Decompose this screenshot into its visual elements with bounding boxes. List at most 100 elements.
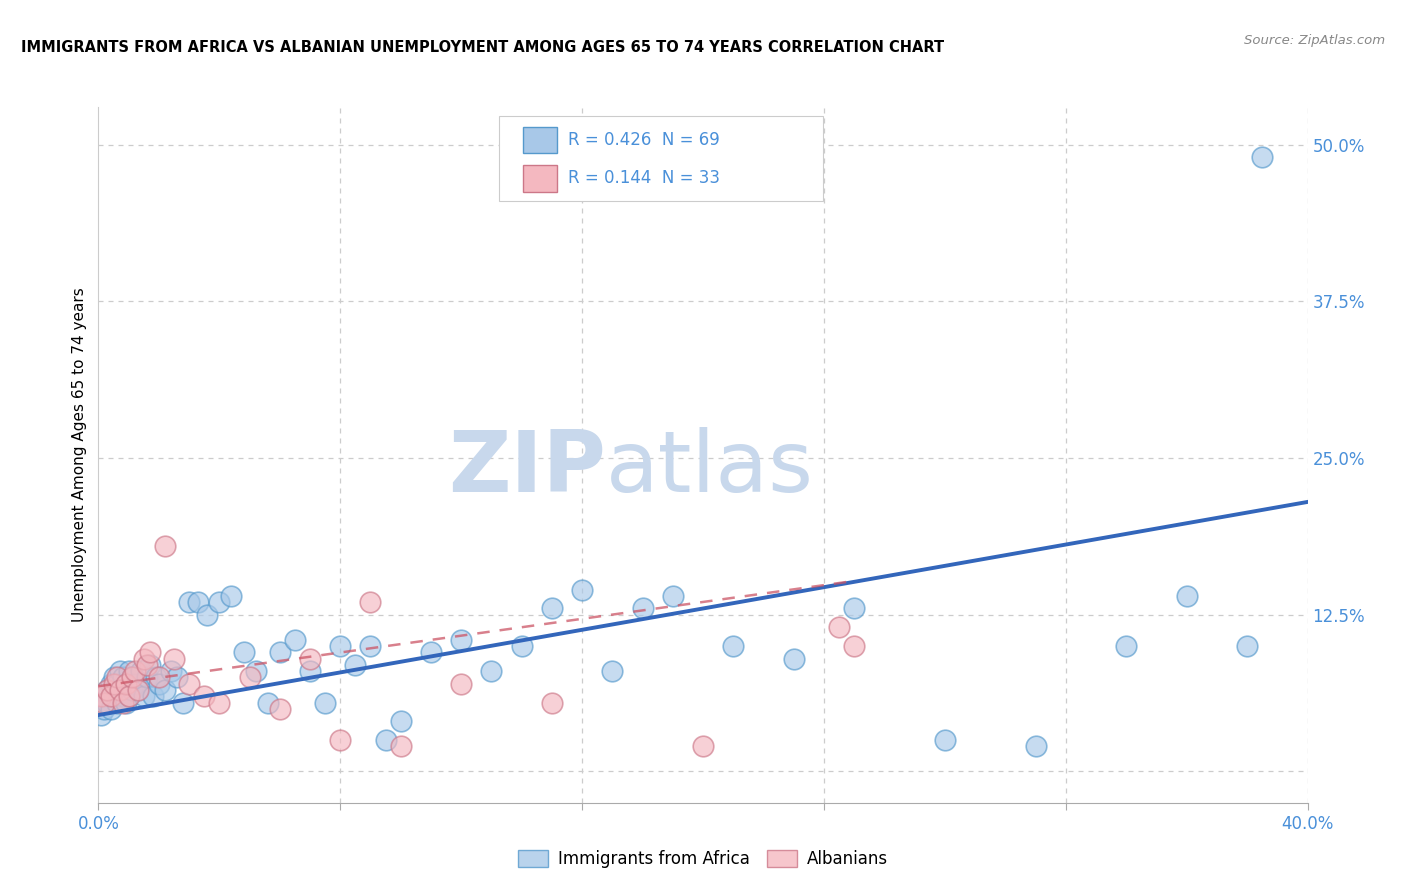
- Point: [93, 690, 115, 704]
- Point: [114, 676, 136, 690]
- Point: [299, 664, 322, 678]
- Point: [329, 733, 352, 747]
- Point: [631, 601, 654, 615]
- Point: [510, 639, 533, 653]
- Point: [723, 639, 745, 653]
- Point: [105, 676, 128, 690]
- Point: [142, 690, 165, 704]
- Point: [934, 733, 956, 747]
- Point: [389, 739, 412, 754]
- Point: [256, 696, 278, 710]
- Point: [90, 708, 112, 723]
- Point: [208, 696, 231, 710]
- Point: [571, 582, 593, 597]
- Text: atlas: atlas: [606, 427, 814, 510]
- Point: [602, 664, 624, 678]
- Point: [118, 664, 141, 678]
- Point: [269, 645, 291, 659]
- Point: [163, 651, 186, 665]
- Point: [118, 690, 141, 704]
- Point: [179, 676, 201, 690]
- Point: [108, 664, 131, 678]
- Point: [103, 690, 125, 704]
- Point: [127, 683, 149, 698]
- Point: [269, 702, 291, 716]
- Point: [124, 664, 146, 678]
- Point: [111, 690, 134, 704]
- Point: [179, 595, 201, 609]
- Point: [121, 670, 143, 684]
- Point: [93, 696, 115, 710]
- Point: [100, 702, 122, 716]
- Point: [828, 620, 851, 634]
- Point: [139, 657, 162, 672]
- Point: [299, 651, 322, 665]
- Text: Source: ZipAtlas.com: Source: ZipAtlas.com: [1244, 34, 1385, 47]
- Text: R = 0.144  N = 33: R = 0.144 N = 33: [568, 169, 720, 187]
- Point: [783, 651, 806, 665]
- Y-axis label: Unemployment Among Ages 65 to 74 years: Unemployment Among Ages 65 to 74 years: [72, 287, 87, 623]
- Point: [100, 690, 122, 704]
- Text: IMMIGRANTS FROM AFRICA VS ALBANIAN UNEMPLOYMENT AMONG AGES 65 TO 74 YEARS CORREL: IMMIGRANTS FROM AFRICA VS ALBANIAN UNEMP…: [21, 40, 945, 55]
- Point: [121, 683, 143, 698]
- Point: [195, 607, 218, 622]
- Point: [374, 733, 396, 747]
- Point: [103, 676, 125, 690]
- Point: [450, 676, 472, 690]
- Point: [100, 676, 122, 690]
- Point: [193, 690, 215, 704]
- Point: [132, 651, 155, 665]
- Point: [145, 670, 167, 684]
- Point: [166, 670, 188, 684]
- Point: [105, 670, 128, 684]
- Point: [96, 683, 118, 698]
- Text: R = 0.426  N = 69: R = 0.426 N = 69: [568, 131, 720, 149]
- Point: [148, 676, 170, 690]
- Point: [148, 670, 170, 684]
- Point: [132, 690, 155, 704]
- Point: [108, 683, 131, 698]
- Point: [96, 683, 118, 698]
- Point: [540, 601, 562, 615]
- Point: [129, 664, 152, 678]
- Point: [111, 670, 134, 684]
- Point: [127, 683, 149, 698]
- Point: [284, 632, 307, 647]
- Point: [360, 595, 382, 609]
- Point: [1115, 639, 1137, 653]
- Point: [329, 639, 352, 653]
- Point: [135, 657, 157, 672]
- Legend: Immigrants from Africa, Albanians: Immigrants from Africa, Albanians: [512, 843, 894, 874]
- Point: [1236, 639, 1258, 653]
- Point: [1251, 150, 1274, 164]
- Point: [450, 632, 472, 647]
- Point: [111, 696, 134, 710]
- Point: [153, 683, 176, 698]
- Point: [160, 664, 183, 678]
- Point: [96, 696, 118, 710]
- Point: [105, 696, 128, 710]
- Point: [1024, 739, 1046, 754]
- Point: [208, 595, 231, 609]
- Point: [314, 696, 336, 710]
- Point: [139, 645, 162, 659]
- Point: [221, 589, 243, 603]
- Point: [420, 645, 443, 659]
- Point: [135, 670, 157, 684]
- Point: [540, 696, 562, 710]
- Point: [232, 645, 254, 659]
- Point: [118, 690, 141, 704]
- Point: [90, 690, 112, 704]
- Point: [153, 539, 176, 553]
- Point: [245, 664, 267, 678]
- Point: [239, 670, 262, 684]
- Point: [114, 696, 136, 710]
- Point: [360, 639, 382, 653]
- Text: ZIP: ZIP: [449, 427, 606, 510]
- Point: [844, 601, 866, 615]
- Point: [661, 589, 683, 603]
- Point: [124, 676, 146, 690]
- Point: [344, 657, 367, 672]
- Point: [108, 683, 131, 698]
- Point: [692, 739, 714, 754]
